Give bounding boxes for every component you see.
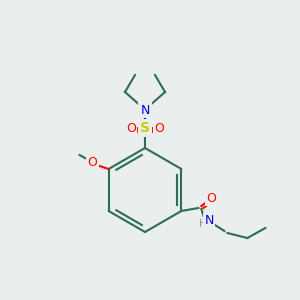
Text: N: N <box>140 103 150 116</box>
Text: N: N <box>205 214 214 227</box>
Text: H: H <box>199 219 206 229</box>
Text: O: O <box>126 122 136 134</box>
Text: O: O <box>206 191 216 205</box>
Text: O: O <box>154 122 164 134</box>
Text: S: S <box>140 121 150 135</box>
Text: O: O <box>88 157 98 169</box>
